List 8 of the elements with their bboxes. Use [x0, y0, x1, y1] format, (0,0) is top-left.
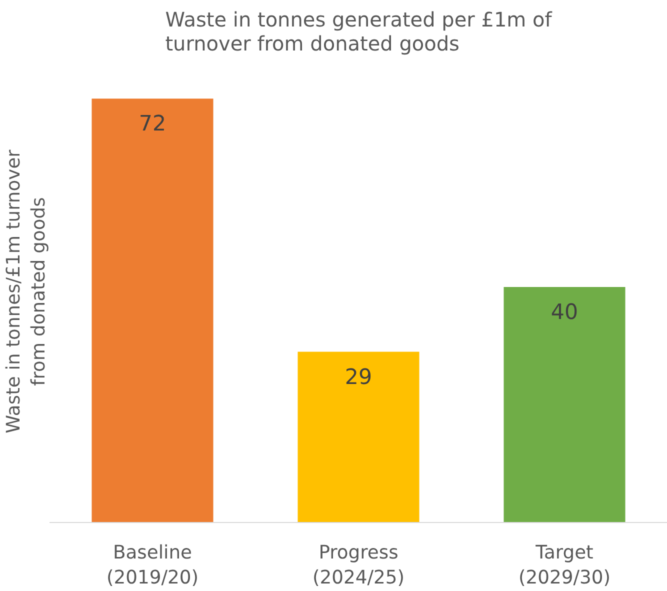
x-tick-label: Progress (2024/25)	[312, 542, 405, 589]
data-label: 29	[344, 364, 372, 390]
data-label: 40	[550, 300, 578, 326]
chart-title: Waste in tonnes generated per £1m of turnover from donated goods	[165, 8, 553, 56]
y-axis-title: Waste in tonnes/£1m turnover from donated goods	[3, 149, 50, 434]
x-tick-label: Baseline (2019/20)	[106, 542, 199, 589]
data-label: 72	[138, 112, 166, 137]
x-tick-label: Target (2029/30)	[518, 542, 611, 589]
